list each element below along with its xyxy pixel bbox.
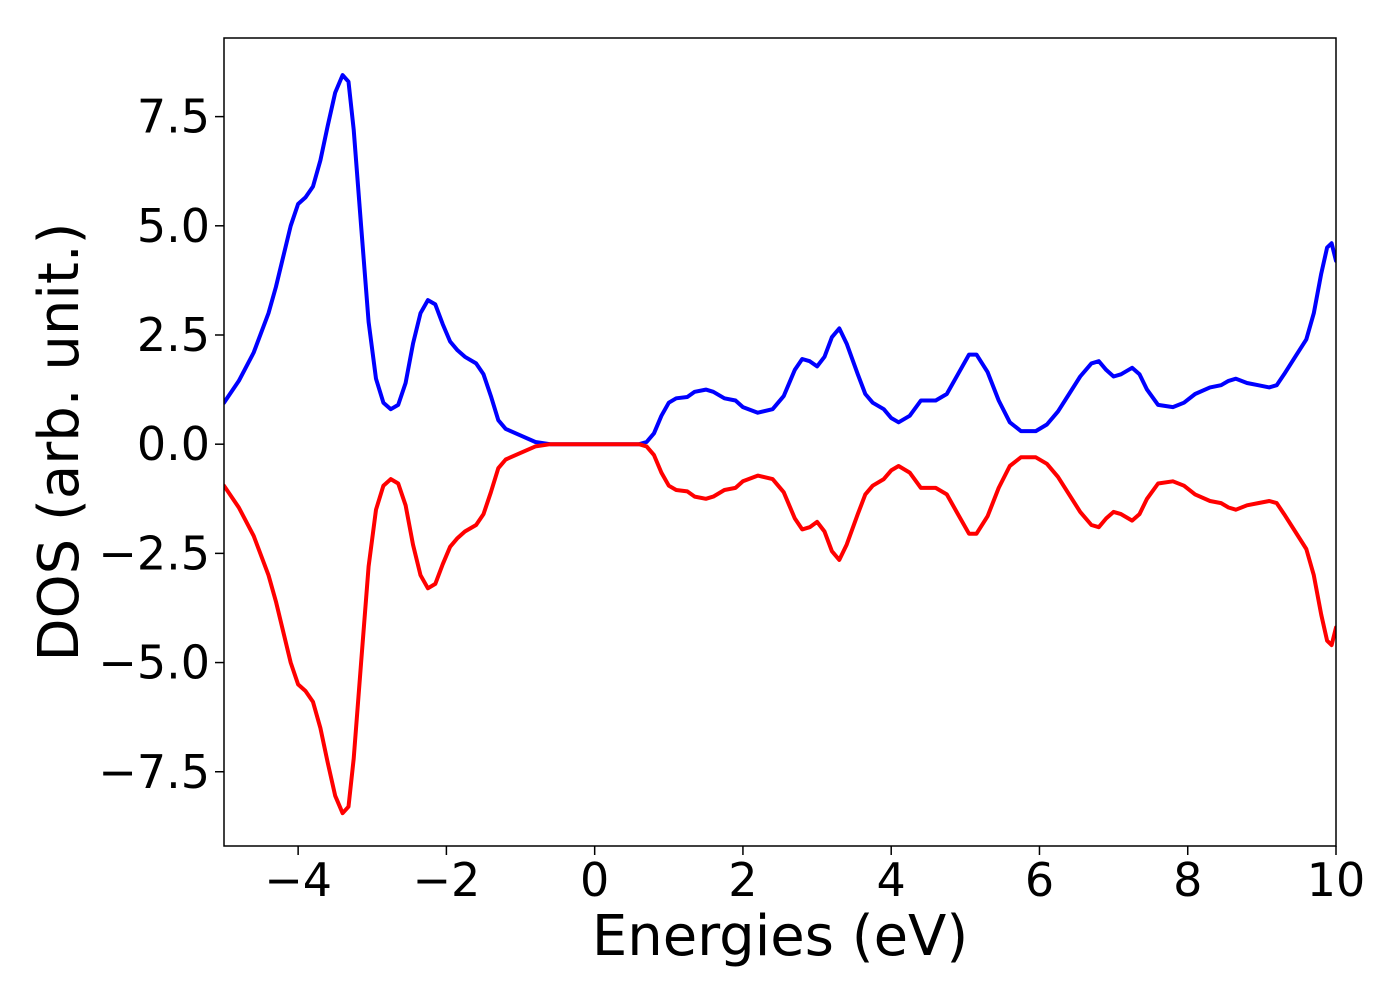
x-tick-label: 6 bbox=[1025, 853, 1054, 907]
series-line-2 bbox=[224, 442, 1336, 816]
x-tick-label: 10 bbox=[1307, 853, 1366, 907]
y-tick-label: 5.0 bbox=[137, 199, 210, 253]
x-tick-label: −2 bbox=[412, 853, 480, 907]
x-tick-label: 0 bbox=[580, 853, 609, 907]
y-axis: 7.5 5.0 2.5 0.0 −2.5 −5.0 −7.5 bbox=[98, 90, 224, 799]
x-tick-label: 4 bbox=[877, 853, 906, 907]
y-tick-label: 0.0 bbox=[137, 417, 210, 471]
plot-background bbox=[224, 38, 1336, 846]
y-axis-label: DOS (arb. unit.) bbox=[27, 222, 92, 661]
series-layer bbox=[224, 73, 1336, 816]
plot-frame bbox=[223, 37, 1337, 847]
x-tick-label: 2 bbox=[728, 853, 757, 907]
y-tick-label: 7.5 bbox=[137, 90, 210, 144]
y-tick-label: −5.0 bbox=[98, 636, 210, 690]
series-line-1 bbox=[224, 73, 1336, 447]
x-axis-label: Energies (eV) bbox=[592, 904, 968, 969]
x-tick-label: −4 bbox=[264, 853, 332, 907]
y-tick-label: −2.5 bbox=[98, 526, 210, 580]
x-tick-label: 8 bbox=[1173, 853, 1202, 907]
y-tick-label: −7.5 bbox=[98, 745, 210, 799]
y-tick-label: 2.5 bbox=[137, 308, 210, 362]
x-axis: −4 −2 0 2 4 6 8 10 bbox=[264, 846, 1365, 907]
